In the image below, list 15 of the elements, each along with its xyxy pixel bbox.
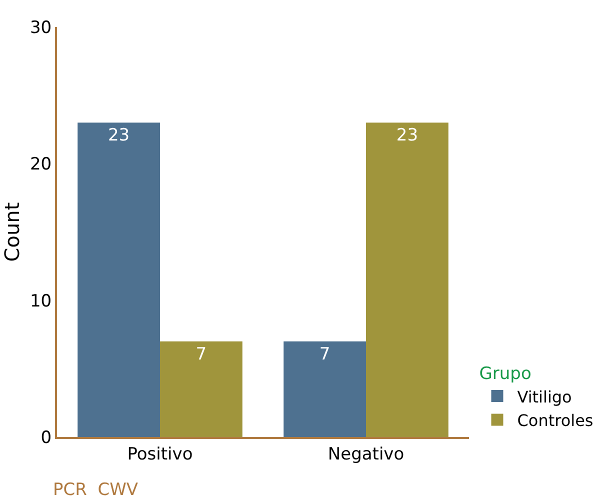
data-label: 23 bbox=[108, 126, 130, 146]
y-tick-label: 10 bbox=[30, 291, 52, 312]
legend-label: Controles bbox=[517, 411, 594, 430]
legend-label: Vitiligo bbox=[517, 387, 572, 406]
data-label: 23 bbox=[396, 126, 418, 146]
x-tick-label: Positivo bbox=[127, 444, 193, 464]
y-tick-label: 0 bbox=[40, 428, 52, 448]
x-axis-title: PCR CWV bbox=[53, 480, 138, 500]
y-axis-title: Count bbox=[0, 202, 24, 262]
data-label: 7 bbox=[319, 344, 330, 364]
legend-title: Grupo bbox=[479, 364, 532, 384]
y-tick-label: 20 bbox=[30, 154, 52, 175]
data-label: 7 bbox=[196, 344, 207, 364]
y-tick-label: 30 bbox=[30, 18, 52, 38]
x-tick-label: Negativo bbox=[328, 444, 404, 464]
